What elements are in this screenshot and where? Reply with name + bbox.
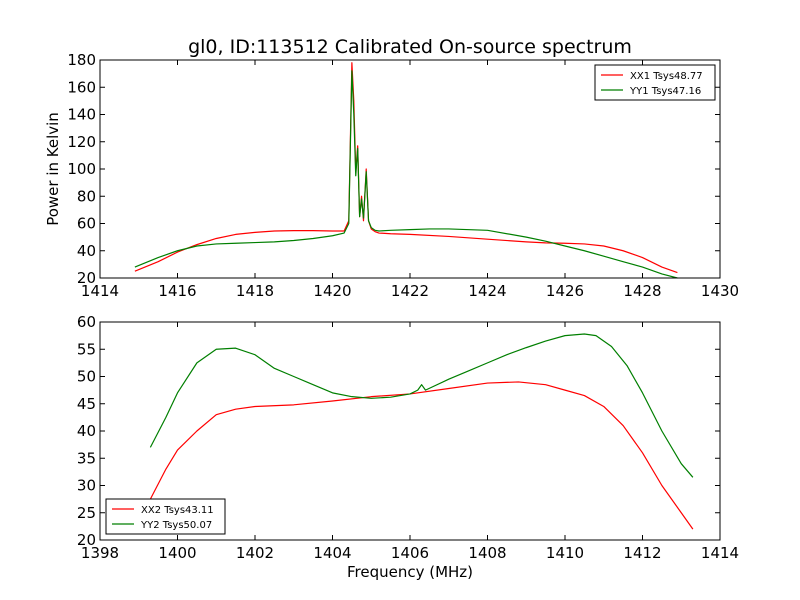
y-tick-label: 25 (77, 504, 96, 522)
x-tick-label: 1408 (468, 544, 506, 562)
x-tick-label: 1414 (701, 544, 739, 562)
legend-label: XX2 Tsys43.11 (141, 505, 214, 516)
y-tick-label: 140 (67, 106, 96, 124)
y-tick-label: 50 (77, 368, 96, 386)
x-tick-label: 1412 (623, 544, 661, 562)
y-tick-label: 40 (77, 242, 96, 260)
x-tick-label: 1400 (158, 544, 196, 562)
x-tick-label: 1398 (81, 544, 119, 562)
x-tick-label: 1404 (313, 544, 351, 562)
x-tick-label: 1402 (236, 544, 274, 562)
x-tick-label: 1430 (701, 282, 739, 300)
top-plot: 1414 1416 1418 1420 1422 1424 1426 1428 1430 20 40… (67, 51, 739, 300)
x-tick-label: 1416 (158, 282, 196, 300)
legend: XX1 Tsys48.77 YY1 Tsys47.16 (594, 64, 716, 101)
legend-label: YY1 Tsys47.16 (629, 86, 701, 97)
y-tick-label: 60 (77, 215, 96, 233)
bottom-plot: 1398 1400 1402 1404 1406 1408 1410 1412 1414 20 25… (77, 313, 739, 562)
figure-title: gl0, ID:113512 Calibrated On-source spec… (188, 36, 632, 58)
x-tick-label: 1406 (391, 544, 429, 562)
x-axis-label: Frequency (MHz) (347, 563, 473, 581)
y-tick-label: 40 (77, 422, 96, 440)
y-tick-label: 100 (67, 160, 96, 178)
y-tick-label: 35 (77, 449, 96, 467)
y-tick-label: 30 (77, 477, 96, 495)
y-tick-label: 160 (67, 78, 96, 96)
x-tick-label: 1426 (546, 282, 584, 300)
y-tick-label: 80 (77, 187, 96, 205)
y-tick-label: 20 (77, 531, 96, 549)
series-line-2 (134, 70, 678, 279)
legend: XX2 Tsys43.11 YY2 Tsys50.07 (105, 498, 226, 535)
x-tick-label: 1414 (81, 282, 119, 300)
x-tick-label: 1418 (236, 282, 274, 300)
y-tick-label: 120 (67, 133, 96, 151)
y-tick-label: 55 (77, 340, 96, 358)
x-tick-label: 1424 (468, 282, 506, 300)
series-line-1 (149, 381, 694, 530)
legend-box (594, 64, 716, 101)
legend-label: YY2 Tsys50.07 (140, 520, 212, 531)
legend-label: XX1 Tsys48.77 (630, 71, 703, 82)
x-tick-label: 1410 (546, 544, 584, 562)
legend-box (105, 498, 226, 535)
y-tick-label: 180 (67, 51, 96, 69)
x-tick-label: 1422 (391, 282, 429, 300)
x-tick-label: 1420 (313, 282, 351, 300)
y-tick-label: 60 (77, 313, 96, 331)
y-tick-label: 45 (77, 395, 96, 413)
x-tick-label: 1428 (623, 282, 661, 300)
y-tick-label: 20 (77, 269, 96, 287)
series-line-2 (149, 333, 694, 478)
y-axis-label: Power in Kelvin (44, 112, 62, 226)
